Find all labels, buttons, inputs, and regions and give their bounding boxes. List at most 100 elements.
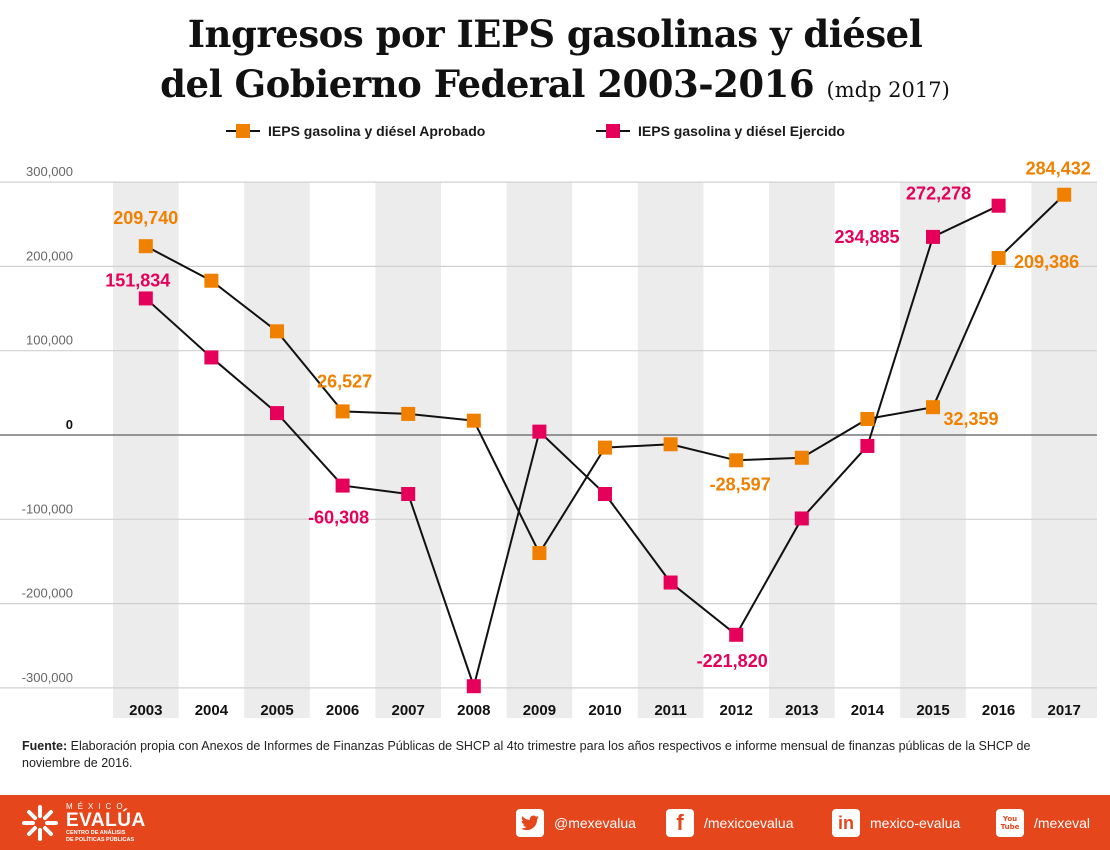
x-tick-label: 2017	[1048, 702, 1081, 719]
data-point-ejercido	[270, 406, 284, 421]
x-tick-label: 2004	[195, 702, 229, 719]
legend-marker-aprobado-icon	[226, 123, 260, 139]
youtube-handle: /mexeval	[1034, 815, 1091, 831]
data-label-aprobado: 32,359	[943, 409, 998, 429]
y-tick-label: -300,000	[22, 670, 73, 685]
data-point-aprobado	[270, 324, 284, 339]
data-label-ejercido: -60,308	[308, 508, 369, 528]
logo-tagline-2: DE POLÍTICAS PÚBLICAS	[66, 836, 135, 843]
footer-bar: MÉXICO EVALÚA CENTRO DE ANÁLISIS DE POLÍ…	[0, 795, 1110, 850]
y-tick-label: 100,000	[26, 333, 73, 348]
data-point-aprobado	[926, 400, 940, 415]
logo-tagline-1: CENTRO DE ANÁLISIS	[66, 829, 126, 836]
star-logo-icon	[22, 805, 58, 841]
data-point-ejercido	[729, 627, 744, 642]
x-tick-label: 2014	[851, 702, 885, 719]
data-point-ejercido	[335, 478, 350, 493]
data-point-aprobado	[729, 453, 744, 468]
data-point-ejercido	[860, 438, 875, 453]
facebook-handle: /mexicoevalua	[704, 815, 794, 831]
facebook-icon: f	[666, 809, 694, 837]
data-label-aprobado: 209,386	[1014, 252, 1079, 272]
title-text-2: del Gobierno Federal 2003-2016	[160, 62, 815, 106]
data-point-aprobado	[466, 413, 481, 428]
x-tick-label: 2015	[916, 702, 949, 719]
footnote-label: Fuente:	[22, 739, 68, 753]
x-tick-label: 2008	[457, 702, 490, 719]
data-point-ejercido	[598, 487, 612, 502]
data-point-aprobado	[663, 437, 678, 452]
linkedin-icon: in	[832, 809, 860, 837]
youtube-icon: You Tube	[996, 809, 1024, 837]
data-point-ejercido	[138, 291, 153, 306]
x-tick-label: 2012	[720, 702, 753, 719]
data-point-ejercido	[991, 198, 1006, 213]
social-twitter[interactable]: @mexevalua	[516, 808, 636, 838]
data-point-ejercido	[532, 424, 547, 439]
legend-marker-ejercido-icon	[596, 123, 630, 139]
twitter-icon	[516, 809, 544, 837]
column-band	[1031, 182, 1097, 719]
column-band	[113, 182, 179, 719]
x-tick-label: 2006	[326, 702, 359, 719]
logo-top-text: MÉXICO	[66, 801, 128, 811]
title-unit: (mdp 2017)	[826, 78, 950, 102]
data-label-aprobado: 209,740	[113, 208, 178, 228]
y-tick-label: -200,000	[22, 586, 73, 601]
data-label-aprobado: -28,597	[710, 474, 771, 494]
social-youtube[interactable]: You Tube /mexeval	[996, 808, 1090, 838]
twitter-handle: @mexevalua	[554, 815, 636, 831]
data-label-ejercido: 272,278	[906, 184, 971, 204]
logo-name: EVALÚA	[66, 809, 146, 831]
data-label-ejercido: 234,885	[834, 227, 899, 247]
y-tick-label: 300,000	[26, 164, 73, 179]
source-footnote: Fuente: Elaboración propia con Anexos de…	[22, 738, 1082, 772]
data-point-aprobado	[1057, 187, 1072, 202]
x-tick-label: 2009	[523, 702, 556, 719]
data-point-aprobado	[204, 273, 219, 288]
y-tick-label: 200,000	[26, 248, 73, 263]
x-tick-label: 2003	[129, 702, 162, 719]
y-tick-label: 0	[66, 417, 73, 432]
data-label-ejercido: 151,834	[105, 270, 170, 290]
legend-label-ejercido: IEPS gasolina y diésel Ejercido	[638, 123, 845, 139]
data-point-aprobado	[335, 404, 350, 419]
data-point-ejercido	[204, 350, 219, 365]
y-tick-label: -100,000	[22, 501, 73, 516]
data-point-aprobado	[138, 239, 153, 254]
column-band	[506, 182, 573, 719]
legend-label-aprobado: IEPS gasolina y diésel Aprobado	[268, 123, 486, 139]
line-chart: 300,000 200,000 100,000 0 -100,000 -200,000 -3…	[0, 159, 1097, 719]
data-point-ejercido	[926, 229, 940, 244]
data-point-aprobado	[532, 546, 547, 561]
legend-item-ejercido: IEPS gasolina y diésel Ejercido	[596, 120, 845, 142]
data-point-aprobado	[598, 440, 612, 455]
x-tick-label: 2016	[982, 702, 1015, 719]
data-label-ejercido: -221,820	[697, 651, 768, 671]
footnote-text: Elaboración propia con Anexos de Informe…	[22, 739, 1031, 770]
title-text-1: Ingresos por IEPS gasolinas y diésel	[187, 12, 923, 56]
data-point-aprobado	[991, 250, 1006, 265]
social-linkedin[interactable]: in mexico-evalua	[832, 808, 960, 838]
data-label-aprobado: 26,527	[317, 371, 372, 391]
column-band	[769, 182, 835, 719]
legend-item-aprobado: IEPS gasolina y diésel Aprobado	[226, 120, 485, 142]
column-band	[244, 182, 310, 719]
series-line-ejercido	[145, 204, 1000, 690]
chart-title-line1: Ingresos por IEPS gasolinas y diésel	[0, 10, 1110, 58]
data-point-ejercido	[466, 679, 481, 694]
data-label-aprobado: 284,432	[1026, 159, 1091, 179]
linkedin-handle: mexico-evalua	[870, 815, 961, 831]
column-band	[375, 182, 441, 719]
x-tick-label: 2010	[588, 702, 621, 719]
x-tick-label: 2013	[785, 702, 818, 719]
column-band	[900, 182, 966, 719]
data-point-aprobado	[401, 406, 416, 421]
x-tick-label: 2007	[392, 702, 425, 719]
chart-legend: IEPS gasolina y diésel Aprobado IEPS gas…	[0, 120, 1110, 142]
data-point-ejercido	[794, 511, 809, 526]
chart-title-line2: del Gobierno Federal 2003-2016 (mdp 2017…	[0, 60, 1110, 114]
mexico-evalua-logo[interactable]: MÉXICO EVALÚA CENTRO DE ANÁLISIS DE POLÍ…	[20, 801, 146, 845]
data-point-ejercido	[401, 487, 416, 502]
social-facebook[interactable]: f /mexicoevalua	[666, 808, 794, 838]
